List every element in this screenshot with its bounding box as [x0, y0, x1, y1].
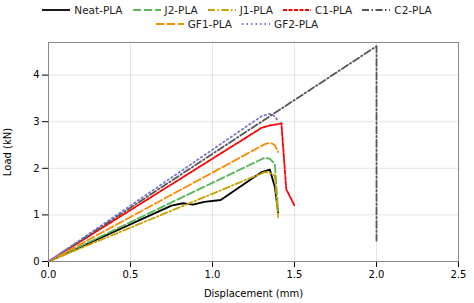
- html-text:C1-PLA: C1-PLA: [314, 4, 353, 16]
- html-text:J2-PLA: J2-PLA: [164, 4, 198, 16]
- html-text:GF1-PLA: GF1-PLA: [187, 18, 232, 30]
- svg-text:Load (kN): Load (kN): [2, 128, 13, 176]
- svg-text:0: 0: [33, 256, 39, 267]
- svg-text:Displacement (mm): Displacement (mm): [204, 288, 303, 299]
- svg-text:1.0: 1.0: [205, 269, 221, 280]
- svg-text:1.5: 1.5: [287, 269, 303, 280]
- svg-text:2.5: 2.5: [451, 269, 467, 280]
- svg-text:3: 3: [33, 116, 39, 127]
- svg-text:2.0: 2.0: [369, 269, 385, 280]
- html-text:J1-PLA: J1-PLA: [239, 4, 273, 16]
- svg-text:0.5: 0.5: [123, 269, 139, 280]
- svg-text:1: 1: [33, 209, 39, 220]
- html-text:C2-PLA: C2-PLA: [394, 4, 432, 16]
- svg-text:4: 4: [33, 69, 39, 80]
- html-text:GF2-PLA: GF2-PLA: [274, 18, 319, 30]
- svg-text:2: 2: [33, 163, 39, 174]
- svg-text:0.0: 0.0: [41, 269, 57, 280]
- html-text:Neat-PLA: Neat-PLA: [74, 4, 123, 16]
